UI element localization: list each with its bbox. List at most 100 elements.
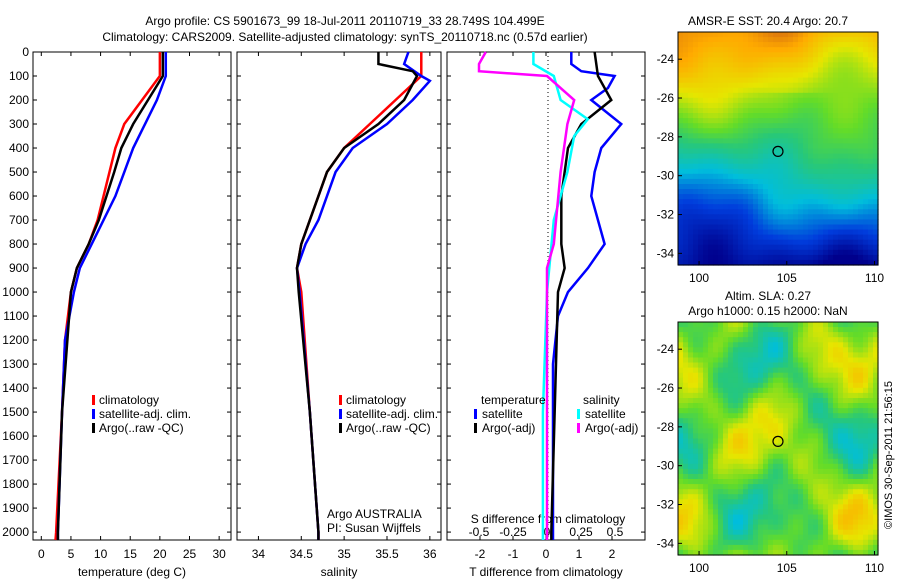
heatmap-cell	[833, 224, 839, 231]
heatmap-cell	[773, 47, 779, 53]
heatmap-cell	[703, 234, 709, 241]
heatmap-cell	[718, 499, 724, 505]
heatmap-cell	[693, 322, 699, 328]
heatmap-cell	[783, 57, 789, 63]
heatmap-cell	[738, 362, 744, 369]
heatmap-cell	[683, 479, 689, 485]
heatmap-cell	[778, 133, 784, 139]
heatmap-cell	[828, 163, 834, 170]
heatmap-cell	[848, 194, 854, 200]
heatmap-cell	[798, 377, 804, 384]
heatmap-cell	[728, 209, 734, 215]
heatmap-cell	[828, 37, 834, 43]
heatmap-cell	[778, 173, 784, 180]
heatmap-cell	[778, 549, 784, 556]
heatmap-cell	[848, 408, 854, 414]
heatmap-cell	[788, 158, 794, 165]
heatmap-cell	[743, 327, 749, 333]
heatmap-cell	[843, 357, 849, 364]
heatmap-cell	[858, 438, 864, 445]
heatmap-cell	[808, 474, 814, 480]
heatmap-cell	[838, 168, 844, 175]
heatmap-cell	[698, 484, 704, 490]
heatmap-cell	[693, 234, 699, 241]
heatmap-cell	[803, 143, 809, 150]
heatmap-cell	[688, 332, 694, 338]
heatmap-cell	[858, 224, 864, 231]
heatmap-cell	[723, 123, 729, 129]
heatmap-cell	[778, 387, 784, 394]
x-tick-label: 36	[423, 547, 437, 561]
heatmap-cell	[748, 463, 754, 470]
legend-swatch	[474, 423, 477, 433]
heatmap-cell	[733, 123, 739, 129]
heatmap-cell	[808, 453, 814, 460]
heatmap-cell	[743, 529, 749, 536]
heatmap-cell	[693, 549, 699, 556]
heatmap-cell	[768, 133, 774, 139]
heatmap-cell	[783, 143, 789, 150]
heatmap-cell	[718, 514, 724, 521]
heatmap-cell	[828, 52, 834, 58]
heatmap-cell	[773, 168, 779, 175]
heatmap-cell	[803, 327, 809, 333]
heatmap-cell	[853, 549, 859, 556]
heatmap-cell	[833, 438, 839, 445]
heatmap-cell	[713, 239, 719, 246]
heatmap-cell	[833, 357, 839, 364]
heatmap-cell	[738, 448, 744, 455]
heatmap-cell	[863, 489, 869, 495]
heatmap-cell	[828, 524, 834, 531]
heatmap-cell	[848, 128, 854, 134]
heatmap-cell	[868, 189, 874, 195]
heatmap-cell	[683, 189, 689, 195]
heatmap-cell	[828, 347, 834, 353]
heatmap-cell	[693, 118, 699, 124]
heatmap-cell	[858, 342, 864, 348]
heatmap-cell	[733, 347, 739, 353]
title-line-2: Climatology: CARS2009. Satellite-adjuste…	[102, 30, 587, 44]
heatmap-cell	[688, 382, 694, 389]
heatmap-cell	[833, 539, 839, 546]
heatmap-cell	[763, 448, 769, 455]
heatmap-cell	[738, 377, 744, 384]
heatmap-cell	[833, 372, 839, 379]
heatmap-cell	[758, 479, 764, 485]
heatmap-cell	[858, 118, 864, 124]
heatmap-cell	[808, 504, 814, 510]
heatmap-cell	[803, 448, 809, 455]
heatmap-cell	[813, 62, 819, 69]
heatmap-cell	[763, 87, 769, 94]
heatmap-cell	[828, 539, 834, 546]
heatmap-cell	[713, 539, 719, 546]
heatmap-cell	[688, 37, 694, 43]
heatmap-cell	[848, 37, 854, 43]
y-tick-label: -24	[657, 52, 675, 66]
heatmap-cell	[708, 42, 714, 48]
heatmap-cell	[868, 504, 874, 510]
heatmap-cell	[863, 504, 869, 510]
heatmap-cell	[718, 428, 724, 435]
heatmap-cell	[848, 519, 854, 526]
heatmap-cell	[863, 204, 869, 210]
heatmap-cell	[678, 413, 684, 419]
heatmap-cell	[818, 423, 824, 429]
heatmap-cell	[863, 382, 869, 389]
heatmap-cell	[708, 468, 714, 475]
heatmap-cell	[763, 458, 769, 465]
heatmap-cell	[743, 62, 749, 69]
heatmap-cell	[823, 529, 829, 536]
heatmap-cell	[808, 509, 814, 516]
heatmap-cell	[738, 108, 744, 114]
heatmap-cell	[783, 168, 789, 175]
heatmap-cell	[803, 347, 809, 353]
heatmap-cell	[783, 514, 789, 521]
heatmap-cell	[808, 529, 814, 536]
heatmap-cell	[763, 332, 769, 338]
heatmap-cell	[713, 504, 719, 510]
heatmap-cell	[763, 194, 769, 200]
legend-label: satellite-adj. clim.	[99, 407, 191, 421]
heatmap-cell	[838, 504, 844, 510]
heatmap-cell	[743, 102, 749, 109]
heatmap-cell	[793, 77, 799, 84]
